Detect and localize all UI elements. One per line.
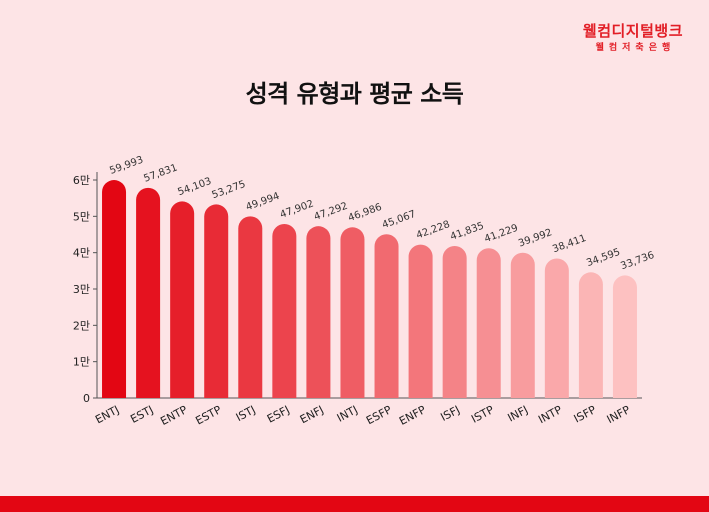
bar [476,248,501,398]
x-tick-label: ENTP [158,403,190,428]
data-label: 54,103 [176,176,213,198]
x-tick-label: INTJ [335,403,360,425]
x-tick-label: ISTJ [234,403,258,424]
x-tick-label: ENTJ [93,403,121,426]
data-label: 41,835 [449,221,486,243]
brand-name: 웰컴디지털뱅크 [582,22,683,40]
data-label: 59,993 [108,155,145,177]
y-tick-label: 4만 [73,247,90,260]
data-label: 45,067 [381,209,418,231]
x-tick-label: ESFP [364,403,394,427]
data-label: 57,831 [142,162,179,184]
x-tick-label: INTP [536,403,564,426]
bar [204,204,229,398]
bar [374,234,399,398]
x-tick-label: ESTJ [128,403,155,426]
x-tick-label: INFJ [506,403,531,424]
bar [612,275,637,398]
y-tick-label: 1만 [73,356,90,369]
bar [340,227,365,398]
data-label: 33,736 [619,250,656,272]
data-label: 34,595 [585,247,622,269]
y-tick-label: 3만 [73,283,90,296]
data-label: 38,411 [551,233,588,255]
data-label: 47,292 [313,201,350,223]
y-tick-label: 5만 [73,210,90,223]
x-tick-label: ISTP [469,403,496,426]
bar [442,245,467,398]
data-label: 49,994 [245,191,282,213]
bar [544,258,569,398]
x-tick-label: ENFJ [298,403,326,426]
bar [136,187,161,398]
bar [408,244,433,398]
chart-title: 성격 유형과 평균 소득 [245,80,464,108]
x-tick-label: ISFP [572,403,599,426]
data-label: 41,229 [483,223,520,245]
brand-subtitle: 웰컴저축은행 [595,43,676,53]
data-label: 53,275 [210,179,247,201]
data-label: 46,986 [347,202,384,224]
brand-logo: 웰컴디지털뱅크 웰컴저축은행 [583,22,683,54]
bar [238,216,263,398]
bar [578,272,603,398]
y-tick-label: 2만 [73,319,90,332]
bar [272,223,297,398]
x-tick-label: ENFP [397,403,428,428]
y-tick-label: 0 [83,392,90,405]
bottom-accent-bar [0,496,709,512]
x-tick-label: ESTP [193,403,224,427]
x-tick-label: ESFJ [265,403,292,426]
bar [170,201,195,398]
data-label: 39,992 [517,227,554,249]
y-tick-label: 6만 [73,174,90,187]
bar [306,226,331,398]
x-tick-label: INFP [605,403,633,426]
x-tick-label: ISFJ [438,403,462,424]
data-label: 42,228 [415,219,452,241]
data-label: 47,902 [279,198,316,220]
bar [102,180,127,398]
bar [510,252,535,398]
